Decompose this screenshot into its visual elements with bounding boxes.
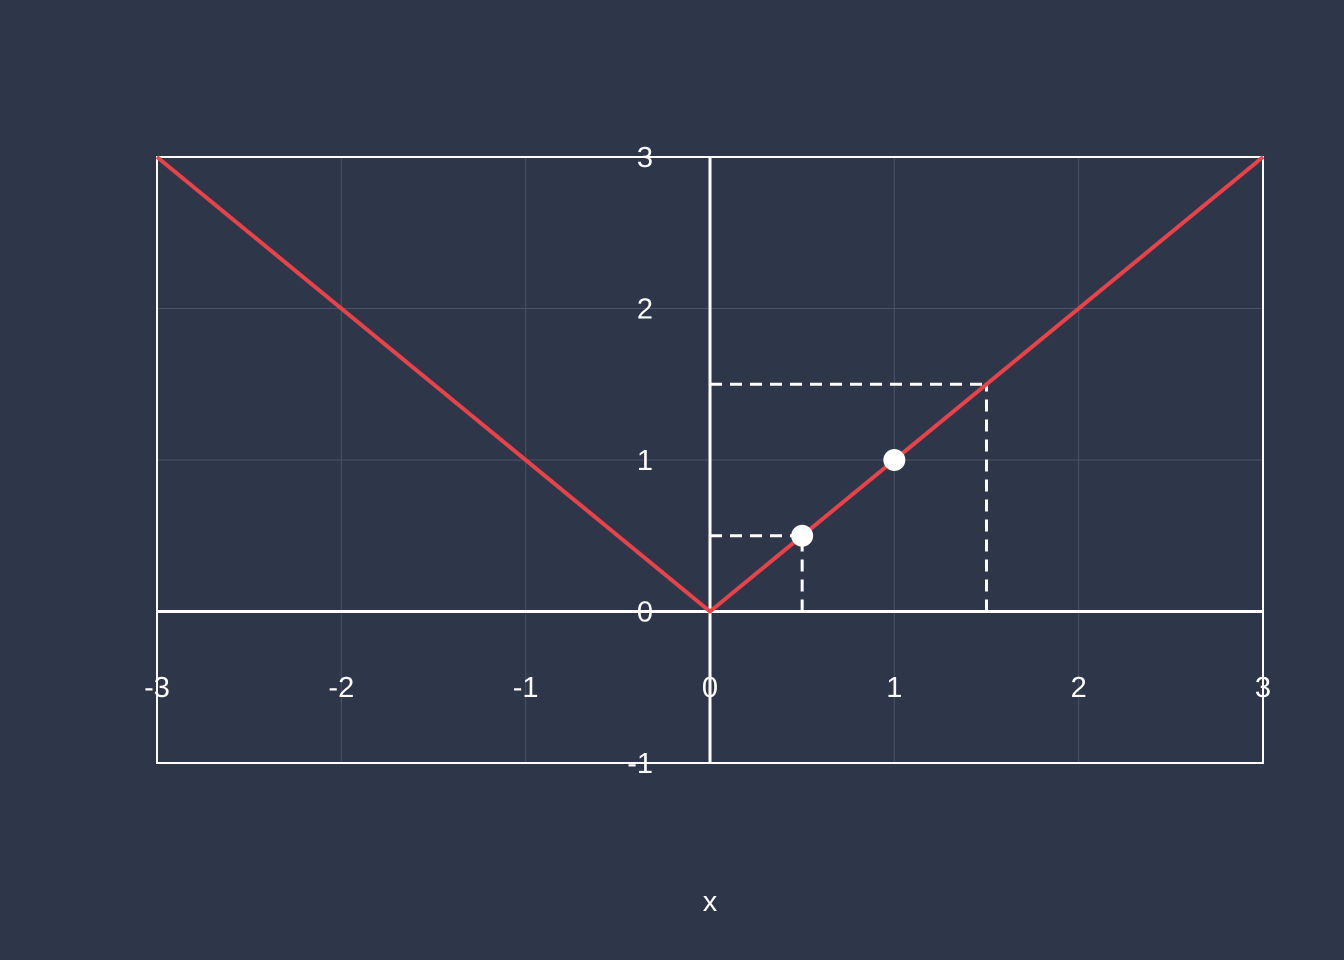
x-tick-label-6: 3: [1255, 672, 1271, 704]
x-tick-label-4: 1: [886, 672, 902, 704]
y-tick-label-0: -1: [627, 748, 653, 780]
tick-labels: -3 -2 -1 0 1 2 3 -1 0 1 2 3: [144, 142, 1271, 780]
x-tick-label-5: 2: [1071, 672, 1087, 704]
y-tick-label-3: 2: [637, 294, 653, 326]
x-tick-label-3: 0: [702, 672, 718, 704]
y-tick-label-2: 1: [637, 445, 653, 477]
series: [155, 155, 1265, 614]
data-point-1: [883, 449, 906, 471]
series-line-0: [155, 155, 1265, 614]
points: [791, 449, 906, 547]
x-tick-label-1: -2: [328, 672, 354, 704]
data-point-0: [791, 524, 814, 547]
x-tick-label-2: -1: [513, 672, 539, 704]
x-axis-title: x: [703, 886, 718, 918]
x-tick-label-0: -3: [144, 672, 170, 704]
guide-lines: [710, 382, 988, 612]
y-tick-label-1: 0: [637, 597, 653, 629]
y-tick-label-4: 3: [637, 142, 653, 174]
